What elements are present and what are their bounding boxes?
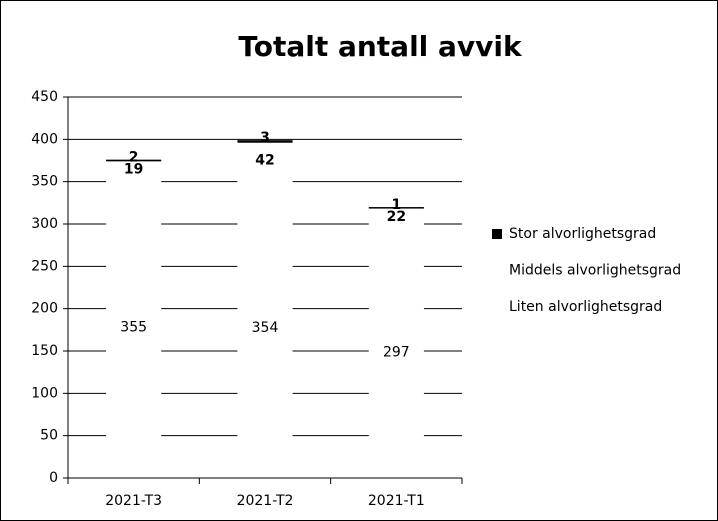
y-tick-label: 0: [49, 470, 58, 486]
bar-segment: [368, 226, 424, 478]
legend-label: Middels alvorlighetsgrad: [509, 263, 681, 279]
y-tick-label: 250: [31, 258, 58, 274]
data-label: 297: [383, 344, 410, 360]
y-tick-label: 200: [31, 301, 58, 317]
data-label: 19: [124, 161, 143, 177]
y-tick-label: 50: [40, 428, 58, 444]
legend-swatch: [492, 302, 502, 312]
y-tick-label: 100: [31, 385, 58, 401]
bar-segment: [237, 178, 293, 478]
data-label: 2: [129, 150, 139, 166]
bar-segment: [237, 140, 293, 143]
bar-segment: [368, 207, 424, 209]
data-label: 1: [391, 197, 401, 213]
chart-title: Totalt antall avvik: [238, 30, 523, 63]
legend-swatch: [492, 265, 502, 276]
y-tick-label: 400: [31, 131, 58, 147]
data-label: 354: [252, 320, 279, 336]
y-tick-label: 450: [31, 89, 58, 105]
data-label: 3: [260, 130, 270, 146]
data-label: 22: [387, 209, 406, 225]
y-tick-label: 150: [31, 343, 58, 359]
bar-segment: [106, 159, 162, 162]
legend-swatch: [492, 229, 502, 239]
bar-segment: [106, 177, 162, 478]
x-tick-label: 2021-T1: [368, 493, 425, 509]
bar-segment: [368, 207, 424, 227]
x-tick-label: 2021-T3: [105, 493, 162, 509]
data-label: 42: [255, 153, 274, 169]
bar-segment: [106, 161, 162, 178]
bar-segment: [237, 142, 293, 179]
legend-label: Stor alvorlighetsgrad: [509, 226, 656, 242]
data-label: 355: [120, 320, 147, 336]
y-tick-label: 300: [31, 216, 58, 232]
x-tick-label: 2021-T2: [237, 493, 294, 509]
y-tick-label: 350: [31, 174, 58, 190]
legend-label: Liten alvorlighetsgrad: [509, 299, 662, 315]
